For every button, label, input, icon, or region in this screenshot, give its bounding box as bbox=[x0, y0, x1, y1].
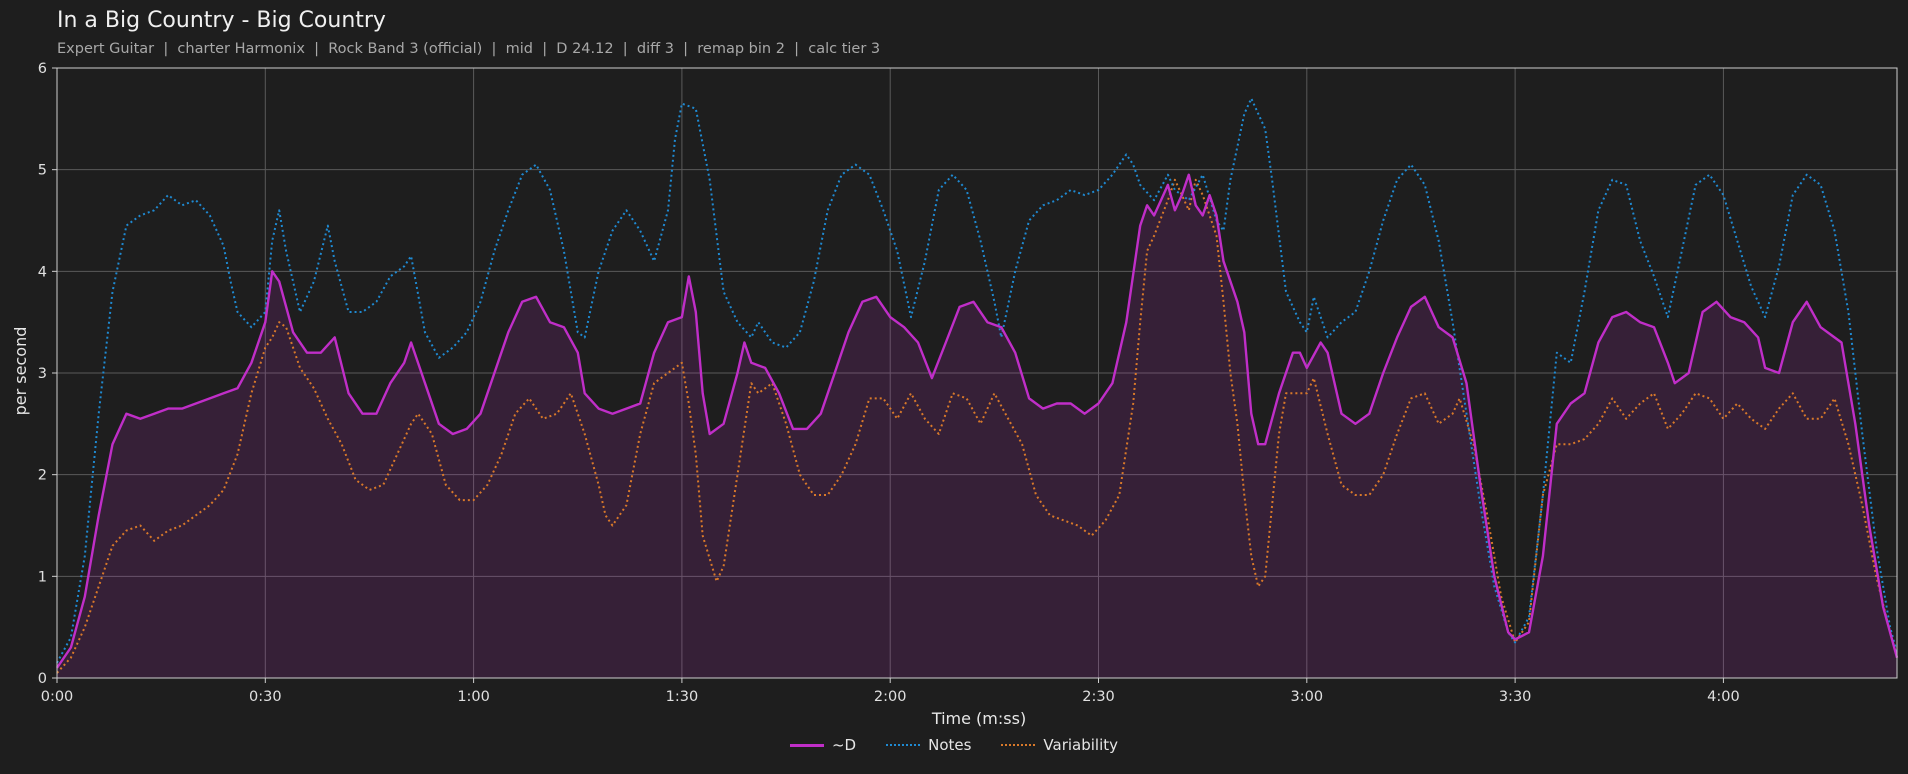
legend-item: Notes bbox=[886, 736, 971, 754]
x-tick-labels: 0:00 0:30 1:00 1:30 2:00 2:30 3:00 3:30 4:00 bbox=[41, 678, 1740, 705]
series-line-d bbox=[56, 173, 1899, 669]
series-line-variability bbox=[56, 178, 1898, 674]
y-tick-label: 2 bbox=[38, 468, 47, 484]
legend: ~D Notes Variability bbox=[0, 736, 1908, 754]
legend-swatch bbox=[789, 743, 824, 747]
chart-subtitle: Expert Guitar | charter Harmonix | Rock … bbox=[57, 41, 881, 57]
chart-title: In a Big Country - Big Country bbox=[57, 8, 386, 33]
x-tick-label: 0:00 bbox=[41, 689, 74, 705]
y-tick-labels: 0 1 2 3 4 5 6 bbox=[38, 61, 57, 687]
legend-swatch bbox=[1001, 744, 1036, 746]
legend-item: ~D bbox=[789, 736, 857, 754]
x-tick-label: 3:30 bbox=[1499, 689, 1532, 705]
legend-swatch bbox=[886, 744, 921, 746]
x-tick-label: 3:00 bbox=[1291, 689, 1324, 705]
y-tick-label: 4 bbox=[38, 264, 47, 280]
legend-label: Variability bbox=[1043, 736, 1119, 754]
x-tick-label: 4:00 bbox=[1707, 689, 1740, 705]
series-line-notes bbox=[56, 97, 1898, 664]
legend-label: Notes bbox=[928, 736, 972, 754]
area-fills bbox=[57, 174, 1897, 678]
y-tick-label: 1 bbox=[38, 569, 47, 585]
y-tick-label: 0 bbox=[38, 671, 47, 687]
y-tick-label: 3 bbox=[38, 366, 47, 382]
x-tick-label: 2:30 bbox=[1082, 689, 1115, 705]
x-tick-label: 1:30 bbox=[666, 689, 699, 705]
legend-label: ~D bbox=[831, 736, 857, 754]
x-tick-label: 0:30 bbox=[249, 689, 282, 705]
series-lines bbox=[56, 97, 1899, 674]
x-tick-label: 2:00 bbox=[874, 689, 907, 705]
series-fill-d bbox=[57, 174, 1897, 678]
y-axis-label: per second bbox=[11, 327, 30, 416]
y-tick-label: 6 bbox=[38, 61, 47, 77]
x-tick-label: 1:00 bbox=[457, 689, 490, 705]
y-tick-label: 5 bbox=[38, 163, 47, 179]
legend-item: Variability bbox=[1001, 736, 1118, 754]
x-axis-label: Time (m:ss) bbox=[931, 709, 1026, 728]
